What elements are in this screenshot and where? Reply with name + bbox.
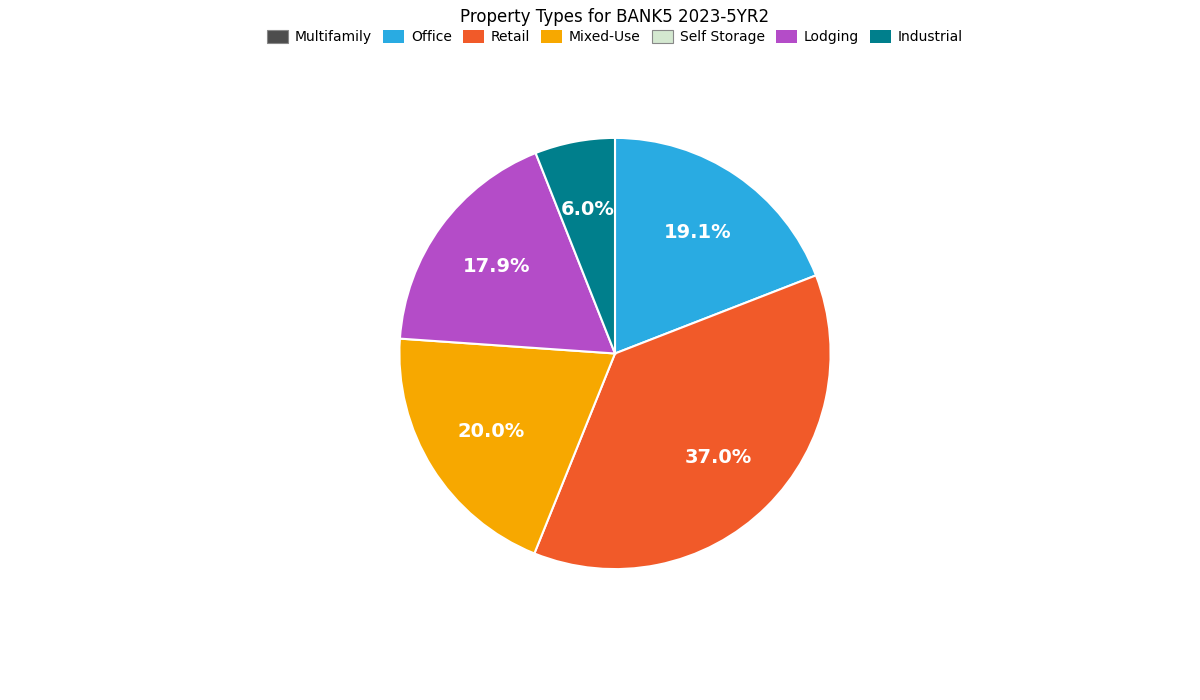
Wedge shape: [535, 138, 616, 354]
Wedge shape: [400, 153, 616, 354]
Title: Property Types for BANK5 2023-5YR2: Property Types for BANK5 2023-5YR2: [461, 8, 769, 25]
Text: 19.1%: 19.1%: [664, 223, 732, 242]
Wedge shape: [534, 275, 830, 569]
Text: 6.0%: 6.0%: [560, 200, 614, 219]
Wedge shape: [614, 138, 816, 354]
Wedge shape: [400, 339, 616, 554]
Text: 17.9%: 17.9%: [463, 258, 530, 277]
Text: 37.0%: 37.0%: [684, 448, 751, 468]
Text: 20.0%: 20.0%: [457, 422, 524, 441]
Legend: Multifamily, Office, Retail, Mixed-Use, Self Storage, Lodging, Industrial: Multifamily, Office, Retail, Mixed-Use, …: [263, 27, 967, 48]
